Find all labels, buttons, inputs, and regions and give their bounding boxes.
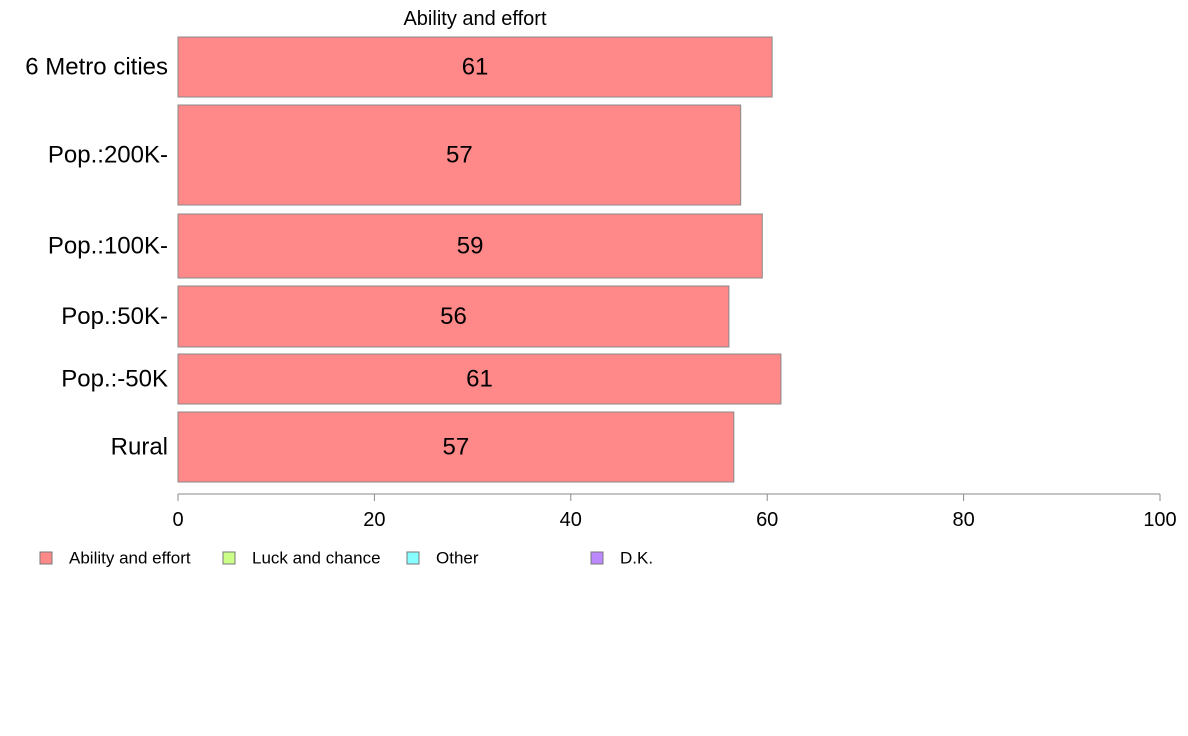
- legend: Ability and effort Luck and chance Other D.…: [39, 549, 653, 568]
- bar: [177, 411, 735, 483]
- bar: [177, 36, 773, 98]
- data-label: 59: [457, 233, 484, 260]
- legend-label: D.K.: [620, 549, 653, 568]
- data-label: 57: [446, 142, 473, 169]
- x-tick-label: 100: [1143, 509, 1176, 531]
- legend-label: Other: [436, 549, 479, 568]
- value-labels: 61 57 59 56 61 57: [440, 54, 493, 461]
- data-label: 61: [462, 54, 489, 81]
- x-tick-label: 40: [560, 509, 582, 531]
- legend-swatch: [222, 551, 236, 565]
- data-label: 57: [443, 434, 470, 461]
- legend-label: Luck and chance: [252, 549, 381, 568]
- chart-title: Ability and effort: [403, 8, 546, 30]
- category-labels: 6 Metro cities Pop.:200K- Pop.:100K- Pop.:5…: [25, 54, 168, 461]
- category-label: Pop.:200K-: [48, 142, 168, 169]
- data-label: 56: [440, 303, 467, 330]
- category-label: Rural: [111, 434, 168, 461]
- x-tick-label: 0: [172, 509, 183, 531]
- bar: [177, 104, 742, 206]
- category-label: Pop.:-50K: [61, 366, 168, 393]
- data-label: 61: [466, 366, 493, 393]
- category-label: Pop.:50K-: [61, 303, 168, 330]
- bar: [177, 285, 730, 348]
- bar: [177, 353, 782, 405]
- x-axis: 0 20 40 60 80 100: [172, 493, 1177, 531]
- category-label: 6 Metro cities: [25, 54, 168, 81]
- legend-swatch: [406, 551, 420, 565]
- legend-swatch: [590, 551, 604, 565]
- x-tick-label: 60: [756, 509, 778, 531]
- category-label: Pop.:100K-: [48, 233, 168, 260]
- x-tick-label: 80: [952, 509, 974, 531]
- legend-swatch: [39, 551, 53, 565]
- bars-group: [177, 36, 782, 483]
- x-tick-label: 20: [363, 509, 385, 531]
- legend-label: Ability and effort: [69, 549, 191, 568]
- bar: [177, 213, 763, 279]
